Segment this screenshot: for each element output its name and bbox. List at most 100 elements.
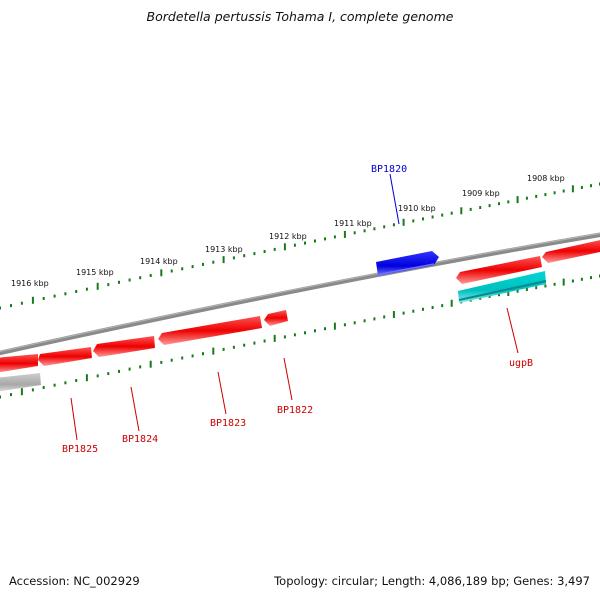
gene-ugpB[interactable] xyxy=(458,271,547,303)
major-tick xyxy=(450,299,453,307)
outer-tick-ring xyxy=(0,182,600,310)
minor-tick xyxy=(412,219,415,223)
tick-label-1909: 1909 kbp xyxy=(462,189,500,198)
minor-tick xyxy=(422,307,424,311)
minor-tick xyxy=(304,241,306,245)
accession-text: Accession: NC_002929 xyxy=(9,574,140,588)
gene-BP1823[interactable] xyxy=(93,336,155,357)
gene-label-BP1822: BP1822 xyxy=(277,405,313,416)
minor-tick xyxy=(422,217,424,221)
minor-tick xyxy=(525,196,528,200)
gene-ugpB-adjacent[interactable] xyxy=(456,256,542,284)
minor-tick xyxy=(10,393,12,397)
minor-tick xyxy=(202,352,204,356)
minor-tick xyxy=(553,282,556,286)
minor-tick xyxy=(402,311,405,315)
minor-tick xyxy=(53,383,56,387)
minor-tick xyxy=(516,289,519,293)
gene-BP1825[interactable] xyxy=(0,354,38,373)
minor-tick xyxy=(353,231,356,235)
minor-tick xyxy=(253,341,256,345)
minor-tick xyxy=(333,235,336,239)
minor-tick xyxy=(283,335,286,339)
minor-tick xyxy=(392,223,395,227)
minor-tick xyxy=(450,211,453,215)
gene-label-BP1825: BP1825 xyxy=(62,444,98,455)
major-tick xyxy=(562,278,565,286)
minor-tick xyxy=(128,367,131,371)
minor-tick xyxy=(181,267,184,271)
minor-tick xyxy=(488,295,491,298)
minor-tick xyxy=(243,254,246,258)
minor-tick xyxy=(149,274,152,277)
major-tick xyxy=(460,207,463,215)
minor-tick xyxy=(293,333,296,337)
minor-tick xyxy=(498,293,500,297)
minor-tick xyxy=(0,395,1,399)
minor-tick xyxy=(75,290,78,293)
minor-tick xyxy=(535,286,538,290)
inner-tick-ring xyxy=(0,274,600,399)
minor-tick xyxy=(31,388,34,392)
major-tick xyxy=(343,230,346,238)
minor-tick xyxy=(343,323,346,327)
minor-tick xyxy=(170,269,173,273)
major-tick xyxy=(212,347,215,355)
major-tick xyxy=(571,185,574,193)
tick-label-1916: 1916 kbp xyxy=(11,279,49,288)
minor-tick xyxy=(590,276,592,280)
minor-tick xyxy=(243,343,246,347)
gene-BP1824[interactable] xyxy=(38,347,92,366)
minor-tick xyxy=(562,189,565,193)
minor-tick xyxy=(263,250,266,253)
major-tick xyxy=(516,196,519,204)
minor-tick xyxy=(373,227,376,231)
tick-label-1911: 1911 kbp xyxy=(334,219,372,228)
minor-tick xyxy=(75,379,78,382)
minor-tick xyxy=(139,276,142,280)
major-tick xyxy=(149,360,152,368)
gene-labels: BP1820 BP1825 BP1824 BP1823 BP1822 ugpB xyxy=(62,164,533,455)
minor-tick xyxy=(383,225,386,229)
minor-tick xyxy=(0,306,1,310)
minor-tick xyxy=(139,365,142,369)
minor-tick xyxy=(263,339,266,343)
minor-tick xyxy=(118,369,120,373)
gene-label-BP1823: BP1823 xyxy=(210,418,246,429)
gene-BP1821[interactable] xyxy=(264,310,288,326)
major-tick xyxy=(160,269,163,277)
tick-label-1910: 1910 kbp xyxy=(398,204,436,213)
minor-tick xyxy=(232,256,235,260)
minor-tick xyxy=(293,243,296,247)
minor-tick xyxy=(544,284,547,288)
minor-tick xyxy=(431,306,434,309)
minor-tick xyxy=(363,229,366,233)
minor-tick xyxy=(571,279,574,283)
minor-tick xyxy=(324,237,326,241)
gene-BP1822[interactable] xyxy=(158,316,262,345)
minor-tick xyxy=(373,317,376,321)
minor-tick xyxy=(353,321,356,325)
tick-label-1914: 1914 kbp xyxy=(140,257,178,266)
minor-tick xyxy=(507,200,510,204)
genome-backbone xyxy=(0,232,600,356)
genome-summary-text: Topology: circular; Length: 4,086,189 bp… xyxy=(274,574,590,588)
minor-tick xyxy=(42,297,45,300)
minor-tick xyxy=(10,304,12,308)
major-tick xyxy=(333,322,336,330)
major-tick xyxy=(392,311,395,318)
gene-BP1820[interactable] xyxy=(376,251,439,276)
gene-grey-left[interactable] xyxy=(0,373,41,392)
minor-tick xyxy=(590,184,592,188)
minor-tick xyxy=(53,294,56,298)
minor-tick xyxy=(363,319,366,323)
minor-tick xyxy=(498,202,500,206)
minor-tick xyxy=(42,386,45,389)
tick-label-1908: 1908 kbp xyxy=(527,174,565,183)
minor-tick xyxy=(96,374,99,378)
minor-tick xyxy=(431,215,434,219)
tick-label-1915: 1915 kbp xyxy=(76,268,114,277)
gene-right-edge[interactable] xyxy=(542,239,600,263)
